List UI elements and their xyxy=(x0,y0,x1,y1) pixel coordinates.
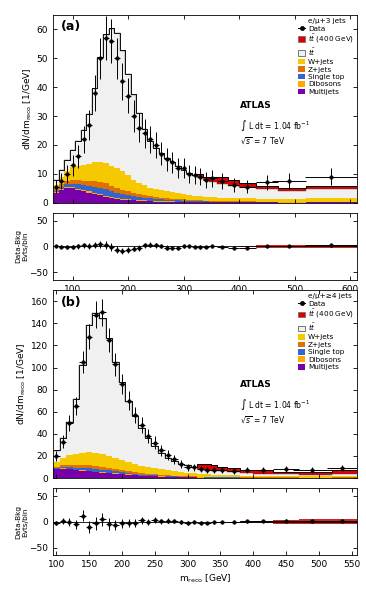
Y-axis label: dN/dm$_\mathrm{reco}$ [1/GeV]: dN/dm$_\mathrm{reco}$ [1/GeV] xyxy=(22,68,34,150)
Y-axis label: Data-Bkg
Evts/bin: Data-Bkg Evts/bin xyxy=(15,505,28,539)
Text: (a): (a) xyxy=(61,20,81,33)
Text: $\int$ L dt = 1.04 fb$^{-1}$: $\int$ L dt = 1.04 fb$^{-1}$ xyxy=(240,397,310,412)
Text: ATLAS: ATLAS xyxy=(240,101,272,110)
Text: $\int$ L dt = 1.04 fb$^{-1}$: $\int$ L dt = 1.04 fb$^{-1}$ xyxy=(240,118,310,133)
Legend: e/μ+≥4 jets, Data, $t\bar{t}$ (400 GeV), $t\bar{t}$, W+jets, Z+jets, Single top,: e/μ+≥4 jets, Data, $t\bar{t}$ (400 GeV),… xyxy=(296,292,355,372)
Y-axis label: dN/dm$_\mathrm{reco}$ [1/GeV]: dN/dm$_\mathrm{reco}$ [1/GeV] xyxy=(16,343,28,425)
Text: $\sqrt{s}$ = 7 TeV: $\sqrt{s}$ = 7 TeV xyxy=(240,135,285,146)
Y-axis label: Data-Bkg
Evts/bin: Data-Bkg Evts/bin xyxy=(15,229,28,264)
X-axis label: m$_\mathrm{reco}$ [GeV]: m$_\mathrm{reco}$ [GeV] xyxy=(179,572,231,584)
Text: (b): (b) xyxy=(61,296,81,309)
Legend: e/μ+3 jets, Data, $t\bar{t}$ (400 GeV), $t\bar{t}$, W+jets, Z+jets, Single top, : e/μ+3 jets, Data, $t\bar{t}$ (400 GeV), … xyxy=(296,16,355,96)
Text: $\sqrt{s}$ = 7 TeV: $\sqrt{s}$ = 7 TeV xyxy=(240,414,285,425)
Text: ATLAS: ATLAS xyxy=(240,380,272,390)
